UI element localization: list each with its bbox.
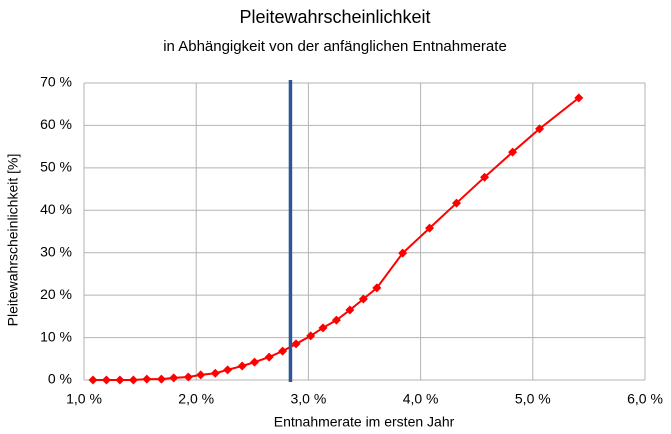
data-point [535, 124, 545, 134]
data-point [331, 315, 341, 325]
data-point [115, 375, 125, 385]
data-point [306, 331, 316, 341]
data-point [101, 375, 111, 385]
data-point [210, 368, 220, 378]
data-point [358, 294, 368, 304]
data-point [223, 365, 233, 375]
x-axis-label: Entnahmerate im ersten Jahr [274, 414, 455, 430]
y-tick-label: 40 % [40, 201, 72, 217]
y-tick-label: 70 % [40, 74, 72, 90]
chart-title: Pleitewahrscheinlichkeit [239, 7, 430, 27]
data-point [237, 361, 247, 371]
y-tick-label: 0 % [48, 371, 72, 387]
data-point [264, 352, 274, 362]
data-point [508, 147, 518, 157]
data-point [183, 372, 193, 382]
y-tick-label: 50 % [40, 159, 72, 175]
data-point [128, 375, 138, 385]
data-point [345, 305, 355, 315]
x-tick-label: 5,0 % [515, 391, 551, 407]
x-tick-label: 1,0 % [66, 391, 102, 407]
data-point [278, 346, 288, 356]
data-point [88, 375, 98, 385]
x-tick-label: 2,0 % [178, 391, 214, 407]
y-tick-label: 10 % [40, 328, 72, 344]
data-point [425, 223, 435, 233]
x-tick-label: 6,0 % [627, 391, 663, 407]
x-tick-label: 4,0 % [403, 391, 439, 407]
data-point [452, 198, 462, 208]
data-point [318, 323, 328, 333]
data-point [169, 373, 179, 383]
y-tick-label: 30 % [40, 243, 72, 259]
x-tick-label: 3,0 % [290, 391, 326, 407]
data-point [142, 374, 152, 384]
data-point [291, 339, 301, 349]
data-point [250, 357, 260, 367]
chart-subtitle: in Abhängigkeit von der anfänglichen Ent… [163, 38, 507, 55]
data-point [480, 172, 490, 182]
y-tick-label: 20 % [40, 286, 72, 302]
data-point [372, 283, 382, 293]
data-point [398, 248, 408, 258]
y-axis-label: Pleitewahrscheinlichkeit [%] [5, 154, 21, 327]
data-point [156, 374, 166, 384]
data-point [574, 93, 584, 103]
y-tick-label: 60 % [40, 116, 72, 132]
data-point [196, 370, 206, 380]
